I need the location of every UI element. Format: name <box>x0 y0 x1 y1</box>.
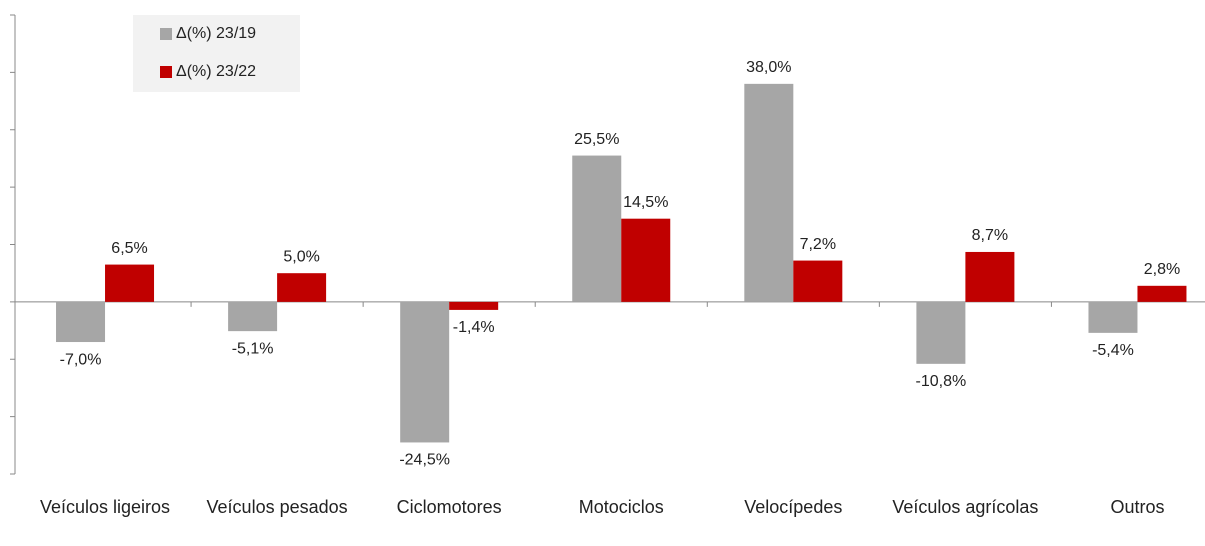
legend-box <box>133 15 300 92</box>
bar <box>228 301 278 332</box>
bar <box>621 218 671 302</box>
bar <box>1088 301 1138 333</box>
x-tick-label: Ciclomotores <box>396 497 502 517</box>
value-label: 25,5% <box>574 131 619 148</box>
value-label: -5,4% <box>1092 342 1134 359</box>
bar <box>744 83 794 302</box>
value-label: -1,4% <box>453 319 495 336</box>
x-tick-label: Veículos pesados <box>206 497 348 517</box>
value-label: 5,0% <box>283 248 319 265</box>
x-tick-label: Veículos ligeiros <box>39 497 171 517</box>
x-tick-label: Outros <box>1110 497 1165 517</box>
bar <box>916 301 966 364</box>
x-tick-label: Veículos agrícolas <box>892 497 1039 517</box>
value-label: 8,7% <box>972 227 1008 244</box>
value-label: 7,2% <box>800 236 836 253</box>
legend-swatch <box>160 28 172 40</box>
value-label: 14,5% <box>623 194 668 211</box>
bar <box>965 251 1015 302</box>
legend-label: Δ(%) 23/19 <box>176 25 256 42</box>
bar <box>1137 285 1187 302</box>
bar <box>56 301 106 343</box>
legend-swatch <box>160 66 172 78</box>
value-label: -24,5% <box>399 452 450 469</box>
legend-label: Δ(%) 23/22 <box>176 63 256 80</box>
bar <box>793 260 843 302</box>
value-label: -7,0% <box>60 351 102 368</box>
value-label: -10,8% <box>916 373 967 390</box>
bar <box>400 301 450 443</box>
bar <box>572 155 622 302</box>
value-label: 2,8% <box>1144 261 1180 278</box>
value-label: 38,0% <box>746 59 791 76</box>
value-label: -5,1% <box>232 340 274 357</box>
bar <box>277 273 327 302</box>
bar <box>105 264 155 302</box>
x-tick-label: Motociclos <box>578 497 664 517</box>
bar <box>449 301 499 310</box>
value-label: 6,5% <box>111 240 147 257</box>
x-tick-label: Velocípedes <box>744 497 843 517</box>
